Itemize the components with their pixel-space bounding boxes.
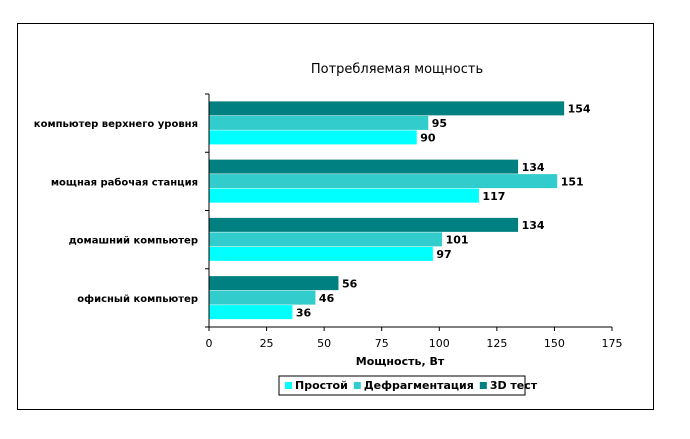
- x-tick-label: 75: [375, 337, 389, 350]
- chart-title: Потребляемая мощность: [311, 62, 483, 77]
- x-tick-label: 150: [544, 337, 565, 350]
- bar: [209, 246, 433, 261]
- bar: [209, 115, 429, 130]
- data-label: 117: [482, 190, 505, 203]
- x-axis-title: Мощность, Вт: [356, 355, 445, 368]
- data-label: 90: [420, 132, 436, 145]
- x-tick-label: 175: [602, 337, 623, 350]
- x-tick-label: 0: [206, 337, 213, 350]
- category-label: офисный компьютер: [77, 293, 198, 305]
- legend-box: [278, 375, 526, 396]
- data-label: 56: [342, 277, 358, 290]
- bar: [209, 217, 519, 232]
- bar: [209, 290, 316, 305]
- data-label: 95: [432, 117, 447, 130]
- data-label: 97: [436, 248, 451, 261]
- category-label: мощная рабочая станция: [51, 176, 198, 188]
- category-label: домашний компьютер: [69, 236, 198, 247]
- data-label: 46: [319, 292, 335, 305]
- legend-swatch: [285, 382, 292, 389]
- data-label: 151: [561, 175, 584, 188]
- x-tick-label: 100: [429, 337, 450, 350]
- x-tick-label: 125: [486, 337, 507, 350]
- chart-frame: [17, 23, 654, 410]
- data-label: 154: [568, 103, 591, 116]
- data-label: 36: [296, 306, 312, 319]
- data-label: 134: [522, 161, 545, 174]
- legend: Простой Дефрагментация 3D тест: [278, 375, 538, 396]
- legend-label: Дефрагментация: [364, 379, 474, 392]
- data-label: 134: [522, 219, 545, 232]
- bar: [209, 188, 479, 203]
- bar: [209, 101, 565, 116]
- legend-label: Простой: [295, 379, 348, 392]
- bar: [209, 305, 293, 320]
- bar: [209, 276, 339, 291]
- bar: [209, 174, 558, 189]
- x-tick-label: 50: [317, 337, 331, 350]
- x-tick-label: 25: [260, 337, 274, 350]
- legend-label: 3D тест: [490, 379, 538, 392]
- bar: [209, 130, 417, 145]
- legend-swatch: [479, 382, 487, 389]
- legend-swatch: [353, 382, 361, 389]
- bar: [209, 232, 443, 247]
- data-label: 101: [446, 234, 469, 247]
- category-label: компьютер верхнего уровня: [34, 119, 198, 130]
- bar: [209, 159, 519, 174]
